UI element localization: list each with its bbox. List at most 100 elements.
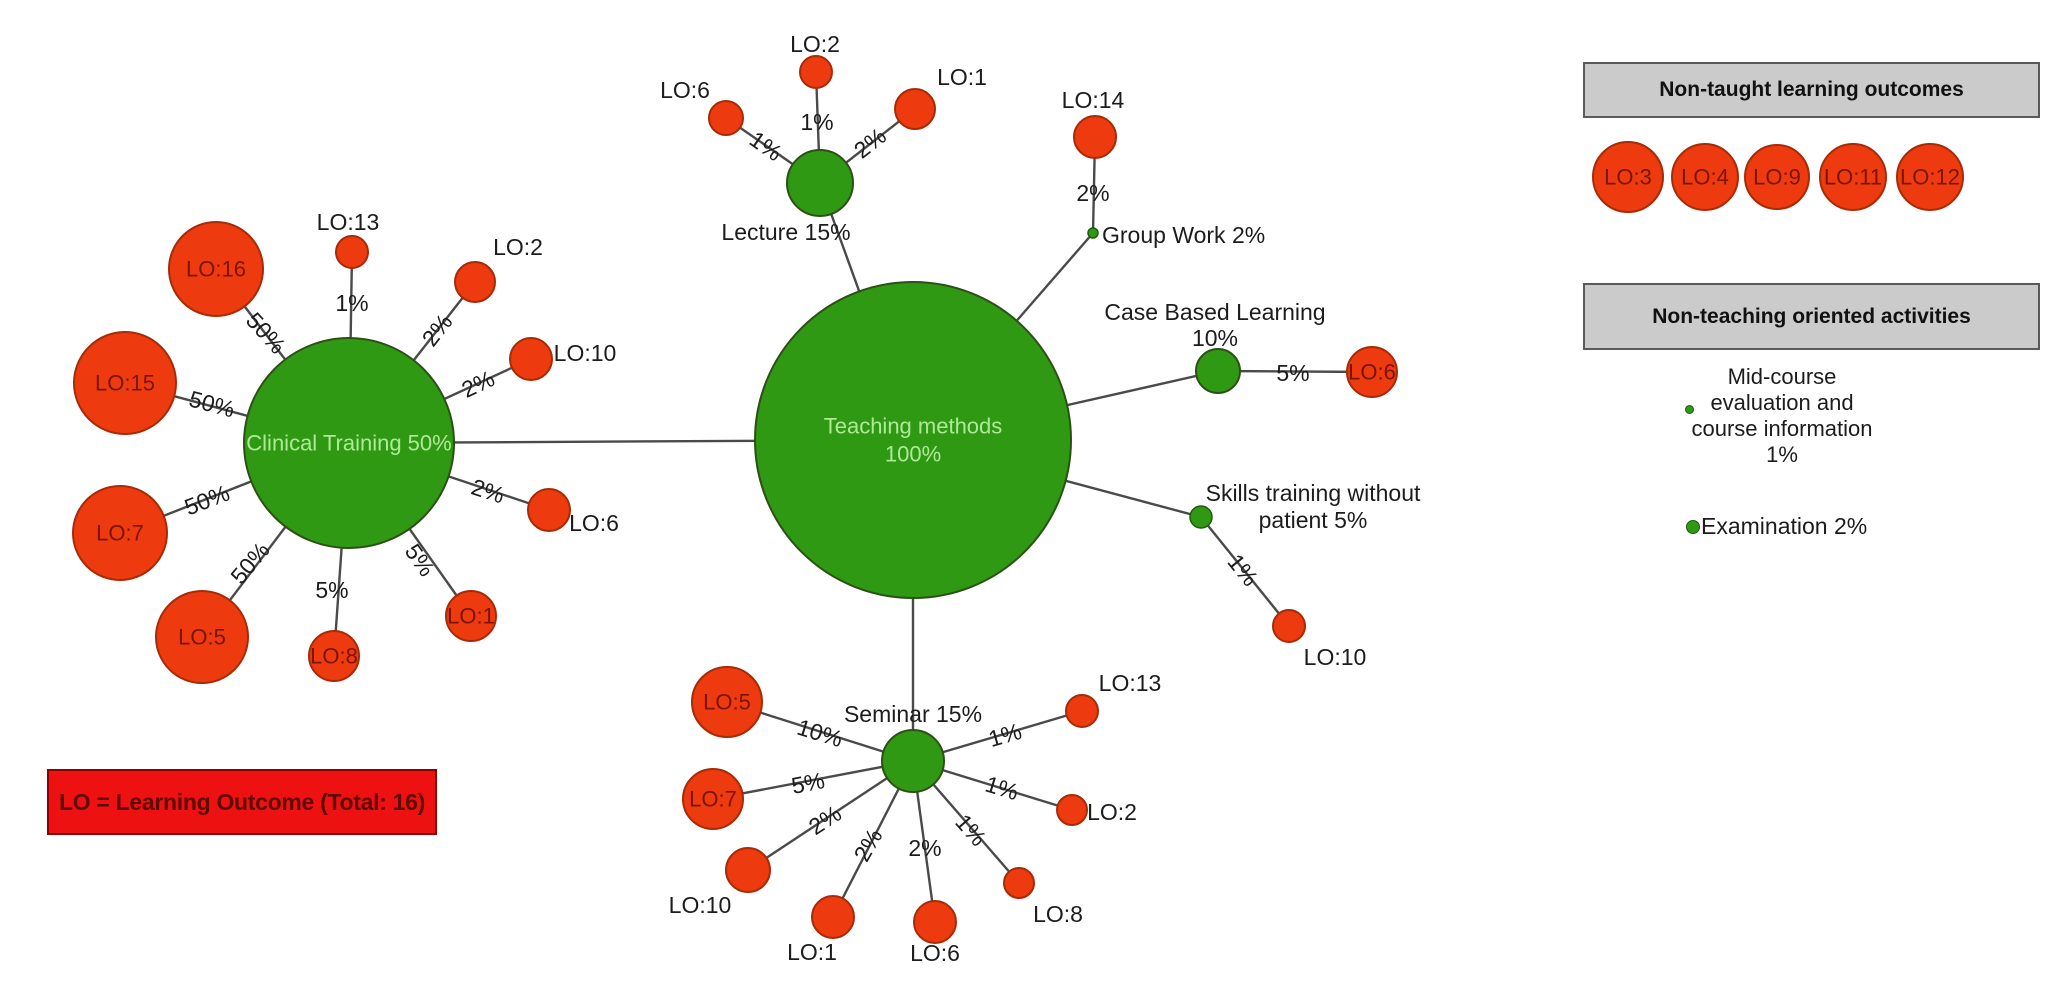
node-c5-outcome-circle: [155, 590, 249, 684]
edge-label-lecture-l2: 1%: [800, 109, 833, 135]
node-groupwork-circle: [1087, 227, 1099, 239]
node-m13-label: LO:13: [1099, 670, 1162, 696]
node-lecture-label: Lecture 15%: [721, 219, 850, 245]
legend-non-teaching-box: Non-teaching oriented activities: [1583, 283, 2040, 350]
edge-label-clinical-c5: 50%: [225, 537, 275, 589]
edge-label-clinical-c10: 2%: [457, 365, 498, 403]
node-cbl-label: 10%: [1192, 325, 1238, 351]
node-m13-outcome-circle: [1065, 694, 1099, 728]
node-g14-outcome-circle: [1073, 115, 1117, 159]
node-seminar-label: Seminar 15%: [844, 701, 982, 727]
node-m1-outcome-circle: [811, 895, 855, 939]
node-m2-label: LO:2: [1087, 799, 1137, 825]
node-b6-label: LO:6: [1348, 360, 1396, 385]
node-leg12-outcome-circle: [1896, 143, 1964, 211]
node-m2-outcome-circle: [1056, 794, 1088, 826]
node-c6-label: LO:6: [569, 510, 619, 536]
node-leg12-label: LO:12: [1900, 165, 1960, 190]
node-s10-label: LO:10: [1304, 644, 1367, 670]
edge-label-clinical-c1: 5%: [400, 539, 440, 581]
node-m1-label: LO:1: [787, 939, 837, 965]
edge-label-seminar-m5: 10%: [794, 714, 846, 752]
node-c10-label: LO:10: [554, 340, 617, 366]
node-m6-outcome-circle: [913, 900, 957, 944]
node-cbl-label: Case Based Learning: [1104, 299, 1325, 325]
node-cbl-circle: [1195, 348, 1241, 394]
edge-label-seminar-m13: 1%: [985, 718, 1024, 752]
node-leg9-label: LO:9: [1753, 165, 1801, 190]
node-teaching-circle: [754, 281, 1072, 599]
node-c10-outcome-circle: [509, 337, 553, 381]
node-teaching-label: 100%: [885, 442, 941, 467]
edge-seminar-m7: [712, 759, 914, 801]
edge-label-clinical-c2: 2%: [417, 309, 458, 351]
node-m8-label: LO:8: [1033, 901, 1083, 927]
examination-label: Examination 2%: [1701, 513, 1868, 539]
node-leg11-label: LO:11: [1824, 165, 1882, 190]
node-leg11-outcome-circle: [1819, 143, 1887, 211]
midcourse-dot-icon: [1685, 405, 1694, 414]
node-l1-outcome-circle: [894, 88, 936, 130]
node-l2-label: LO:2: [790, 31, 840, 57]
node-m7-outcome-circle: [682, 768, 744, 830]
edge-label-groupwork-g14: 2%: [1076, 180, 1109, 206]
node-l2-outcome-circle: [799, 55, 833, 89]
node-l1-label: LO:1: [937, 64, 987, 90]
edge-label-clinical-c6: 2%: [468, 473, 508, 508]
node-c13-label: LO:13: [317, 209, 380, 235]
node-seminar-circle: [881, 729, 945, 793]
node-m5-outcome-circle: [691, 666, 763, 738]
node-c15-label: LO:15: [95, 371, 155, 396]
legend-non-taught-box: Non-taught learning outcomes: [1583, 62, 2040, 118]
edge-skills-s10: [1200, 516, 1290, 627]
node-c8-label: LO:8: [310, 644, 358, 669]
node-m5-label: LO:5: [703, 690, 751, 715]
edge-label-seminar-m7: 5%: [789, 767, 827, 799]
edge-label-cbl-b6: 5%: [1276, 360, 1309, 386]
lo-definition-text: LO = Learning Outcome (Total: 16): [58, 788, 426, 815]
node-leg4-outcome-circle: [1671, 143, 1739, 211]
lo-definition-note: LO = Learning Outcome (Total: 16): [47, 769, 437, 835]
node-skills-label: Skills training without: [1206, 480, 1421, 506]
node-m7-label: LO:7: [689, 787, 737, 812]
edge-label-seminar-m10: 2%: [804, 800, 846, 840]
node-teaching-label: Teaching methods: [824, 414, 1003, 439]
edge-label-clinical-c8: 5%: [315, 577, 348, 603]
node-l6-outcome-circle: [708, 100, 744, 136]
edge-seminar-m10: [747, 759, 914, 872]
edge-label-lecture-l6: 1%: [745, 126, 787, 166]
edge-label-lecture-l1: 2%: [849, 123, 891, 164]
edge-label-clinical-c13: 1%: [335, 290, 368, 316]
node-c7-label: LO:7: [96, 521, 144, 546]
node-l6-label: LO:6: [660, 77, 710, 103]
edge-label-clinical-c7: 50%: [181, 480, 233, 521]
node-c8-outcome-circle: [308, 630, 360, 682]
node-c16-label: LO:16: [186, 257, 246, 282]
node-c2-outcome-circle: [454, 261, 496, 303]
node-c7-outcome-circle: [72, 485, 168, 581]
node-leg3-outcome-circle: [1592, 141, 1664, 213]
edge-label-seminar-m2: 1%: [982, 771, 1021, 806]
node-c13-outcome-circle: [335, 235, 369, 269]
node-groupwork-label: Group Work 2%: [1102, 222, 1265, 248]
node-leg4-label: LO:4: [1681, 165, 1729, 190]
node-c5-label: LO:5: [178, 625, 226, 650]
node-s10-outcome-circle: [1272, 609, 1306, 643]
node-c16-outcome-circle: [168, 221, 264, 317]
node-skills-circle: [1189, 505, 1213, 529]
edge-label-seminar-m6: 2%: [908, 835, 941, 861]
node-m10-label: LO:10: [669, 892, 732, 918]
node-leg9-outcome-circle: [1744, 144, 1810, 210]
node-lecture-circle: [786, 149, 854, 217]
node-g14-label: LO:14: [1062, 87, 1125, 113]
node-m10-outcome-circle: [725, 847, 771, 893]
node-clinical-label: Clinical Training 50%: [246, 431, 451, 456]
edge-label-clinical-c16: 50%: [241, 307, 291, 359]
node-c2-label: LO:2: [493, 234, 543, 260]
node-leg3-label: LO:3: [1604, 165, 1652, 190]
node-m6-label: LO:6: [910, 940, 960, 966]
legend-non-teaching-title: Non-teaching oriented activities: [1652, 304, 1971, 328]
edge-label-clinical-c15: 50%: [186, 385, 237, 422]
midcourse-label: Mid-course evaluation and course informa…: [1691, 364, 1873, 467]
